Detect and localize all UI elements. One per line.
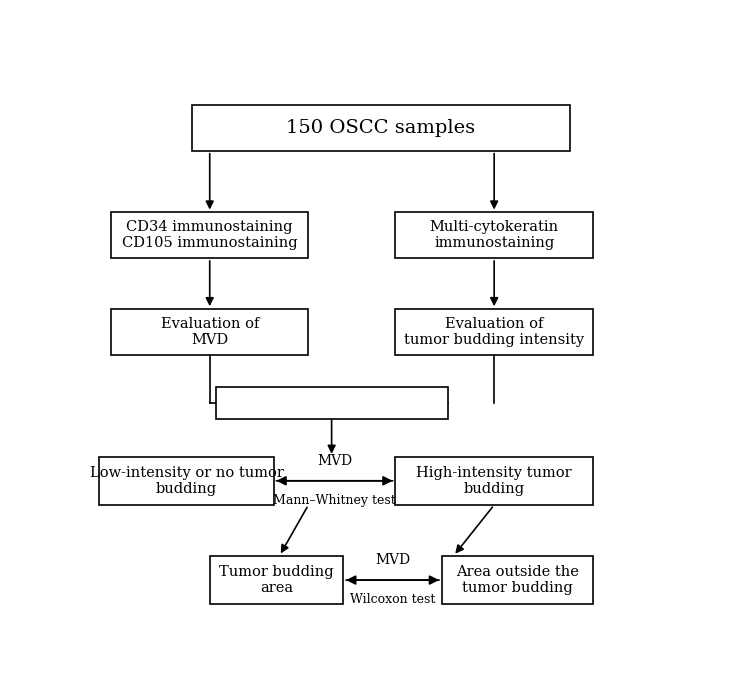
- Text: Evaluation of
MVD: Evaluation of MVD: [160, 316, 259, 347]
- FancyBboxPatch shape: [210, 556, 343, 604]
- Text: Mann–Whitney test: Mann–Whitney test: [273, 493, 396, 507]
- Text: Evaluation of
tumor budding intensity: Evaluation of tumor budding intensity: [404, 316, 584, 347]
- FancyBboxPatch shape: [442, 556, 592, 604]
- Text: MVD: MVD: [375, 553, 410, 567]
- Text: Wilcoxon test: Wilcoxon test: [350, 593, 435, 606]
- Text: Tumor budding
area: Tumor budding area: [219, 565, 334, 595]
- FancyBboxPatch shape: [216, 387, 448, 419]
- FancyBboxPatch shape: [192, 105, 570, 151]
- FancyBboxPatch shape: [111, 309, 309, 355]
- Text: Low-intensity or no tumor
budding: Low-intensity or no tumor budding: [90, 466, 283, 496]
- Text: Area outside the
tumor budding: Area outside the tumor budding: [456, 565, 579, 595]
- FancyBboxPatch shape: [395, 457, 593, 505]
- Text: High-intensity tumor
budding: High-intensity tumor budding: [416, 466, 572, 496]
- Text: Multi-cytokeratin
immunostaining: Multi-cytokeratin immunostaining: [430, 220, 559, 250]
- FancyBboxPatch shape: [111, 213, 309, 258]
- FancyBboxPatch shape: [395, 213, 593, 258]
- FancyBboxPatch shape: [395, 309, 593, 355]
- FancyBboxPatch shape: [100, 457, 273, 505]
- Text: MVD: MVD: [317, 454, 352, 468]
- Text: CD34 immunostaining
CD105 immunostaining: CD34 immunostaining CD105 immunostaining: [122, 220, 297, 250]
- Text: 150 OSCC samples: 150 OSCC samples: [286, 119, 476, 137]
